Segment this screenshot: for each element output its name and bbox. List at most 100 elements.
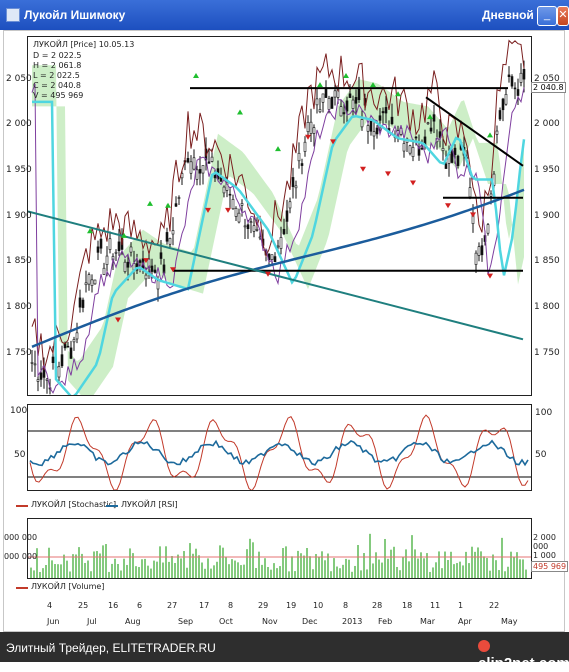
buy-signal-arrow bbox=[87, 228, 93, 234]
x-day-label: 18 bbox=[402, 601, 413, 610]
candle-body bbox=[333, 90, 337, 98]
candle-body bbox=[468, 187, 472, 198]
minimize-button[interactable]: _ bbox=[537, 6, 557, 26]
candle-body bbox=[249, 221, 253, 223]
candle-body bbox=[210, 156, 214, 162]
candle-body bbox=[369, 120, 373, 132]
ohlc-volume: V = 495 969 bbox=[33, 91, 84, 100]
candle-body bbox=[222, 186, 226, 194]
candle-body bbox=[33, 363, 37, 366]
x-month-label: Apr bbox=[458, 617, 472, 626]
left-tick-1750: 1 750 bbox=[6, 348, 32, 358]
candle-body bbox=[126, 261, 130, 268]
candle-body bbox=[138, 260, 142, 263]
fast-moving-average bbox=[32, 100, 526, 395]
slow-moving-average bbox=[31, 188, 525, 348]
candle-body bbox=[102, 267, 106, 275]
right-tick-1750: 1 750 bbox=[534, 348, 560, 358]
x-month-label: Mar bbox=[420, 617, 436, 626]
candle-body bbox=[513, 87, 517, 90]
ichimoku-cloud bbox=[32, 65, 524, 395]
buy-signal-arrow bbox=[343, 73, 349, 78]
sell-signal-arrow bbox=[170, 267, 176, 273]
x-day-label: 28 bbox=[372, 601, 383, 610]
right-tick-1800: 1 800 bbox=[534, 302, 560, 312]
candle-body bbox=[69, 347, 73, 359]
left-tick-2050: 2 050 bbox=[6, 74, 32, 84]
x-month-label: Aug bbox=[125, 617, 141, 626]
candle-body bbox=[390, 116, 394, 125]
candle-body bbox=[351, 99, 355, 109]
candle-body bbox=[168, 238, 172, 245]
candle-body bbox=[411, 147, 415, 157]
candle-body bbox=[348, 93, 352, 98]
buy-signal-arrow bbox=[275, 146, 281, 152]
ohlc-high: H = 2 061.8 bbox=[33, 61, 82, 70]
candle-body bbox=[192, 157, 196, 170]
vol-left-tick-1: 000 000 bbox=[4, 533, 38, 542]
right-tick-2050: 2 050 bbox=[534, 74, 560, 84]
candle-body bbox=[39, 372, 43, 380]
candle-body bbox=[84, 282, 88, 286]
candle-body bbox=[498, 110, 502, 120]
candle-body bbox=[228, 193, 232, 196]
candle-body bbox=[417, 147, 421, 156]
candle-body bbox=[507, 74, 511, 78]
candle-body bbox=[312, 127, 316, 134]
x-month-label: May bbox=[501, 617, 518, 626]
candle-body bbox=[372, 131, 376, 137]
candle-body bbox=[81, 299, 85, 308]
candle-body bbox=[270, 254, 274, 260]
candle-body bbox=[408, 145, 412, 154]
osc-left-tick-50: 50 bbox=[14, 450, 26, 460]
right-tick-1850: 1 850 bbox=[534, 256, 560, 266]
x-day-label: 29 bbox=[258, 601, 269, 610]
app-icon bbox=[6, 8, 20, 22]
logo-text: clip2net.com bbox=[478, 655, 569, 672]
candle-body bbox=[324, 88, 328, 98]
candle-body bbox=[231, 199, 235, 210]
stochastic-legend: ЛУКОЙЛ [Stochastic] bbox=[31, 500, 117, 509]
sell-signal-arrow bbox=[360, 166, 366, 172]
candle-body bbox=[522, 69, 526, 80]
candle-body bbox=[273, 256, 277, 262]
candle-body bbox=[510, 76, 514, 87]
left-tick-2000: 2 000 bbox=[6, 119, 32, 129]
volume-legend-swatch bbox=[16, 587, 28, 589]
sell-signal-arrow bbox=[205, 207, 211, 213]
x-day-label: 22 bbox=[489, 601, 500, 610]
x-month-label: Sep bbox=[178, 617, 194, 626]
oscillator-chart bbox=[28, 414, 531, 490]
left-tick-1800: 1 800 bbox=[6, 302, 32, 312]
candle-body bbox=[285, 210, 289, 222]
sell-signal-arrow bbox=[487, 273, 493, 279]
title-bar: Лукойл Ишимоку Дневной _ ✕ bbox=[0, 0, 569, 30]
rsi-legend-swatch bbox=[106, 505, 118, 507]
left-tick-1900: 1 900 bbox=[6, 211, 32, 221]
footer-bar: Элитный Трейдер, ELITETRADER.RU clip2net… bbox=[0, 632, 569, 672]
candle-body bbox=[171, 230, 175, 235]
candle-body bbox=[201, 165, 205, 174]
candle-body bbox=[288, 201, 292, 209]
candle-body bbox=[294, 185, 298, 189]
candle-body bbox=[504, 94, 508, 105]
right-tick-1950: 1 950 bbox=[534, 165, 560, 175]
price-panel bbox=[27, 36, 532, 396]
candle-body bbox=[117, 241, 121, 251]
buy-signal-arrow bbox=[487, 132, 493, 138]
candle-body bbox=[444, 163, 448, 169]
ohlc-date: D = 2 022.5 bbox=[33, 51, 82, 60]
logo-dot-icon bbox=[478, 640, 490, 652]
close-button[interactable]: ✕ bbox=[557, 6, 569, 26]
candle-body bbox=[342, 112, 346, 115]
candle-body bbox=[414, 136, 418, 139]
candle-body bbox=[366, 125, 370, 132]
rsi-legend: ЛУКОЙЛ [RSI] bbox=[121, 500, 178, 509]
stochastic-legend-swatch bbox=[16, 505, 28, 507]
candle-body bbox=[426, 122, 430, 125]
candle-body bbox=[213, 174, 217, 179]
candle-body bbox=[474, 252, 478, 265]
candle-body bbox=[237, 212, 241, 223]
timeframe-label[interactable]: Дневной bbox=[482, 8, 534, 22]
candle-body bbox=[72, 339, 76, 343]
